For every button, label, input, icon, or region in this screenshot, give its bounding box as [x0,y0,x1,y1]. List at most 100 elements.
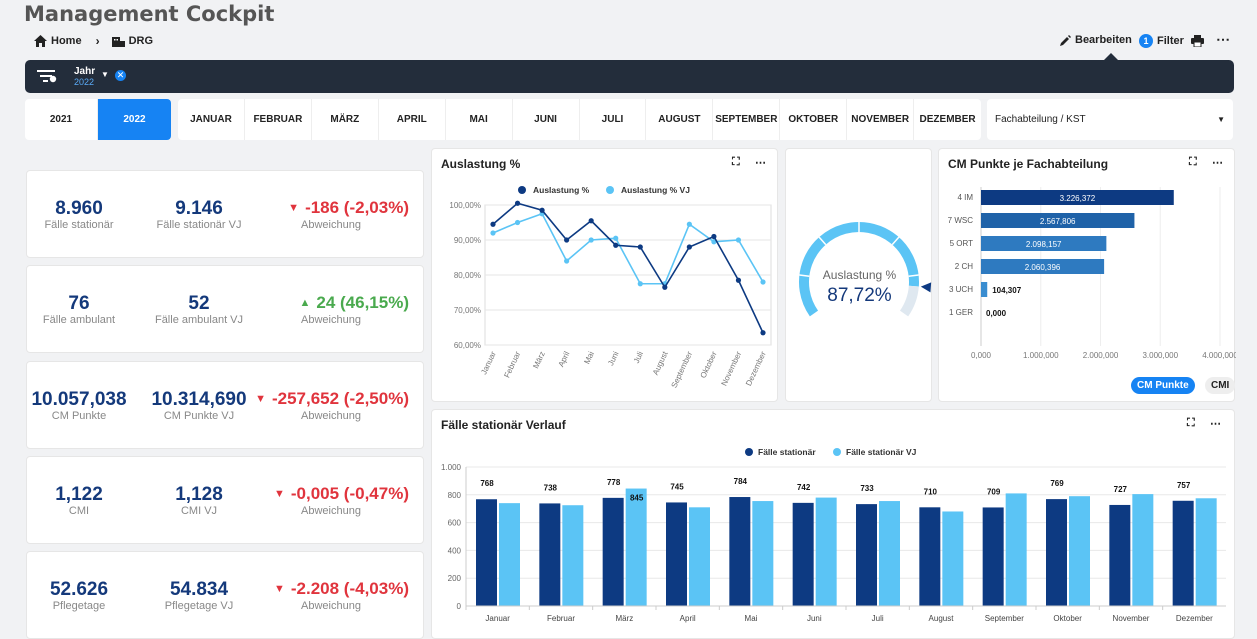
y-tick-label: 1.000 [441,463,462,472]
breadcrumb-drg[interactable]: DRG [128,35,154,47]
year-option-2022[interactable]: 2022 [98,99,171,140]
edit-label: Bearbeiten [1075,34,1132,46]
home-icon [34,35,47,47]
kpi-deviation-label: Abweichung [301,505,361,517]
print-icon[interactable] [1191,35,1204,47]
year-option-2021[interactable]: 2021 [25,99,98,140]
month-option-1[interactable]: JANUAR [178,99,245,140]
edit-button[interactable]: Bearbeiten [1060,34,1132,46]
kpi-card: 76 Fälle ambulant 52 Fälle ambulant VJ ▲ 24 (… [26,265,424,353]
kpi-card: 52.626 Pflegetage 54.834 Pflegetage VJ ▼ -2.2… [26,551,424,639]
expand-icon[interactable]: ⛶ [732,156,740,168]
gauge-value: 87,72% [827,285,892,306]
data-label: 745 [670,482,684,491]
kpi-deviation-value: 24 (46,15%) [316,293,409,312]
series-line [492,202,764,334]
data-label: 768 [480,479,494,488]
kpi-label: Pflegetage [52,600,106,612]
data-label: 784 [734,477,748,486]
legend-marker [606,186,614,194]
x-tick-label: 3.000,000 [1142,351,1178,360]
kpi-deviation-label: Abweichung [301,219,361,231]
kpi-label: CMI [68,505,90,517]
bar [689,507,710,606]
filter-settings-icon[interactable] [37,70,57,83]
faelle-verlauf-title: Fälle stationär Verlauf [441,418,566,432]
bar [1069,496,1090,606]
kpi-label: CM Punkte [51,410,107,422]
legend-label: Auslastung % [533,185,590,195]
expand-icon[interactable]: ⛶ [1187,417,1195,429]
data-point [490,230,496,236]
kpi-deviation-value: -2.208 (-4,03%) [290,579,409,598]
month-option-2[interactable]: FEBRUAR [245,99,312,140]
x-tick-label: März [615,614,633,623]
y-tick-label: 90,00% [454,236,481,245]
filter-bar: Jahr 2022 ▼ ✕ [25,53,1234,93]
month-option-7[interactable]: JULI [580,99,647,140]
gauge-value-arc [799,222,919,317]
kpi-deviation-value: -0,005 (-0,47%) [290,484,409,503]
month-option-5[interactable]: MAI [446,99,513,140]
month-option-10[interactable]: OKTOBER [780,99,848,140]
legend-label: Fälle stationär VJ [846,447,917,457]
kpi-prev-label: Fälle stationär VJ [156,219,242,231]
more-menu-icon[interactable]: ⋯ [1216,31,1230,47]
y-tick-label: 4 IM [957,193,973,202]
month-option-6[interactable]: JUNI [513,99,580,140]
bar [919,507,941,606]
data-point [514,200,521,206]
y-tick-label: 80,00% [454,271,481,280]
bar [602,497,624,606]
bar [1109,504,1131,606]
kpi-prev-value: 52 [188,293,210,314]
clear-filter-icon[interactable]: ✕ [115,70,126,81]
x-tick-label: Oktober [1053,614,1082,623]
expand-icon[interactable]: ⛶ [1189,156,1197,168]
arrow-down-icon: ▼ [273,488,285,500]
data-point [588,218,594,224]
x-tick-label: Juli [872,614,884,623]
x-tick-label: Dezember [744,350,768,388]
kpi-deviation-value: -257,652 (-2,50%) [271,389,409,408]
kpi-prev-label: CMI VJ [180,505,218,517]
chevron-right-icon: › [95,34,100,48]
kpi-prev-label: Pflegetage VJ [164,600,234,612]
x-tick-label: 2.000,000 [1083,351,1119,360]
department-dropdown[interactable]: Fachabteilung / KST ▼ [987,99,1233,140]
cm-punkte-toggle[interactable]: CM Punkte [1131,377,1195,394]
month-option-9[interactable]: SEPTEMBER [713,99,781,140]
data-label: 0,000 [986,309,1007,318]
y-tick-label: 800 [448,491,462,500]
bar [562,505,584,606]
more-icon[interactable]: ⋯ [1210,418,1221,430]
bar [942,511,964,606]
chevron-down-icon[interactable]: ▼ [101,70,109,79]
breadcrumb-home[interactable]: Home [51,35,82,47]
month-option-4[interactable]: APRIL [379,99,446,140]
month-option-11[interactable]: NOVEMBER [847,99,915,140]
y-tick-label: 60,00% [454,341,481,350]
kpi-value: 1,122 [55,484,103,505]
month-option-8[interactable]: AUGUST [646,99,714,140]
month-option-3[interactable]: MÄRZ [312,99,379,140]
y-tick-label: 200 [448,574,462,583]
data-point [711,233,717,240]
month-option-12[interactable]: DEZEMBER [919,114,976,125]
cmi-toggle[interactable]: CMI [1205,377,1236,394]
data-point [564,237,570,243]
data-label: 2.098,157 [1026,240,1062,249]
x-tick-label: Februar [547,614,575,623]
bar [982,507,1004,606]
x-tick-label: Juni [807,614,822,623]
more-icon[interactable]: ⋯ [1212,157,1223,169]
data-point [588,237,594,243]
faelle-verlauf-bar-chart: 1.000 800 600 400 200 0 768 Januar 738 Februar 778… [441,447,1226,623]
more-icon[interactable]: ⋯ [755,157,766,169]
kpi-label: Fälle ambulant [42,314,116,326]
gauge-card: Auslastung % 87,72% [785,148,932,402]
kpi-card: 1,122 CMI 1,128 CMI VJ ▼ -0,005 (-0,47%) Abwei… [26,456,424,544]
filter-button[interactable]: 1 Filter [1139,34,1184,48]
arrow-up-icon: ▲ [299,297,311,309]
x-tick-label: September [985,614,1024,623]
